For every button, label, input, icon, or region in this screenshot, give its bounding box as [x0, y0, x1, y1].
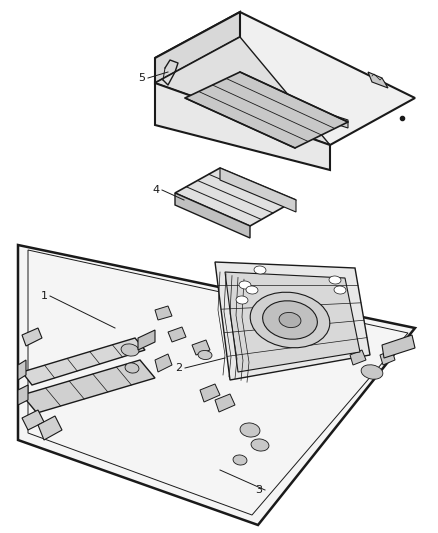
Polygon shape — [200, 384, 220, 402]
Polygon shape — [215, 394, 235, 412]
Ellipse shape — [254, 266, 266, 274]
Polygon shape — [320, 343, 338, 358]
Ellipse shape — [233, 455, 247, 465]
Polygon shape — [220, 168, 296, 212]
Polygon shape — [175, 193, 250, 238]
Polygon shape — [18, 385, 28, 405]
Polygon shape — [22, 360, 155, 413]
Polygon shape — [38, 416, 62, 440]
Polygon shape — [138, 330, 155, 350]
Polygon shape — [225, 272, 360, 372]
Ellipse shape — [250, 292, 330, 348]
Polygon shape — [382, 335, 415, 358]
Ellipse shape — [279, 312, 301, 328]
Polygon shape — [215, 262, 370, 380]
Polygon shape — [155, 83, 330, 170]
Polygon shape — [185, 72, 348, 148]
Text: 2: 2 — [176, 363, 183, 373]
Polygon shape — [380, 350, 395, 365]
Ellipse shape — [246, 286, 258, 294]
Ellipse shape — [263, 301, 318, 339]
Polygon shape — [192, 340, 210, 355]
Ellipse shape — [361, 365, 383, 379]
Ellipse shape — [198, 351, 212, 360]
Polygon shape — [368, 72, 388, 88]
Polygon shape — [168, 327, 186, 342]
Ellipse shape — [329, 276, 341, 284]
Text: 4: 4 — [152, 185, 159, 195]
Ellipse shape — [240, 423, 260, 437]
Polygon shape — [175, 168, 296, 226]
Polygon shape — [18, 360, 26, 380]
Ellipse shape — [251, 439, 269, 451]
Polygon shape — [22, 338, 145, 385]
Ellipse shape — [334, 286, 346, 294]
Polygon shape — [155, 354, 172, 372]
Ellipse shape — [239, 281, 251, 289]
Polygon shape — [155, 12, 415, 145]
Polygon shape — [350, 350, 366, 365]
Polygon shape — [18, 245, 415, 525]
Polygon shape — [155, 37, 330, 145]
Polygon shape — [155, 12, 240, 83]
Ellipse shape — [121, 344, 139, 356]
Text: 1: 1 — [40, 291, 47, 301]
Text: 3: 3 — [255, 485, 262, 495]
Polygon shape — [280, 98, 348, 128]
Text: 5: 5 — [138, 73, 145, 83]
Polygon shape — [155, 306, 172, 320]
Polygon shape — [22, 328, 42, 346]
Ellipse shape — [236, 296, 248, 304]
Polygon shape — [22, 410, 44, 430]
Ellipse shape — [125, 363, 139, 373]
